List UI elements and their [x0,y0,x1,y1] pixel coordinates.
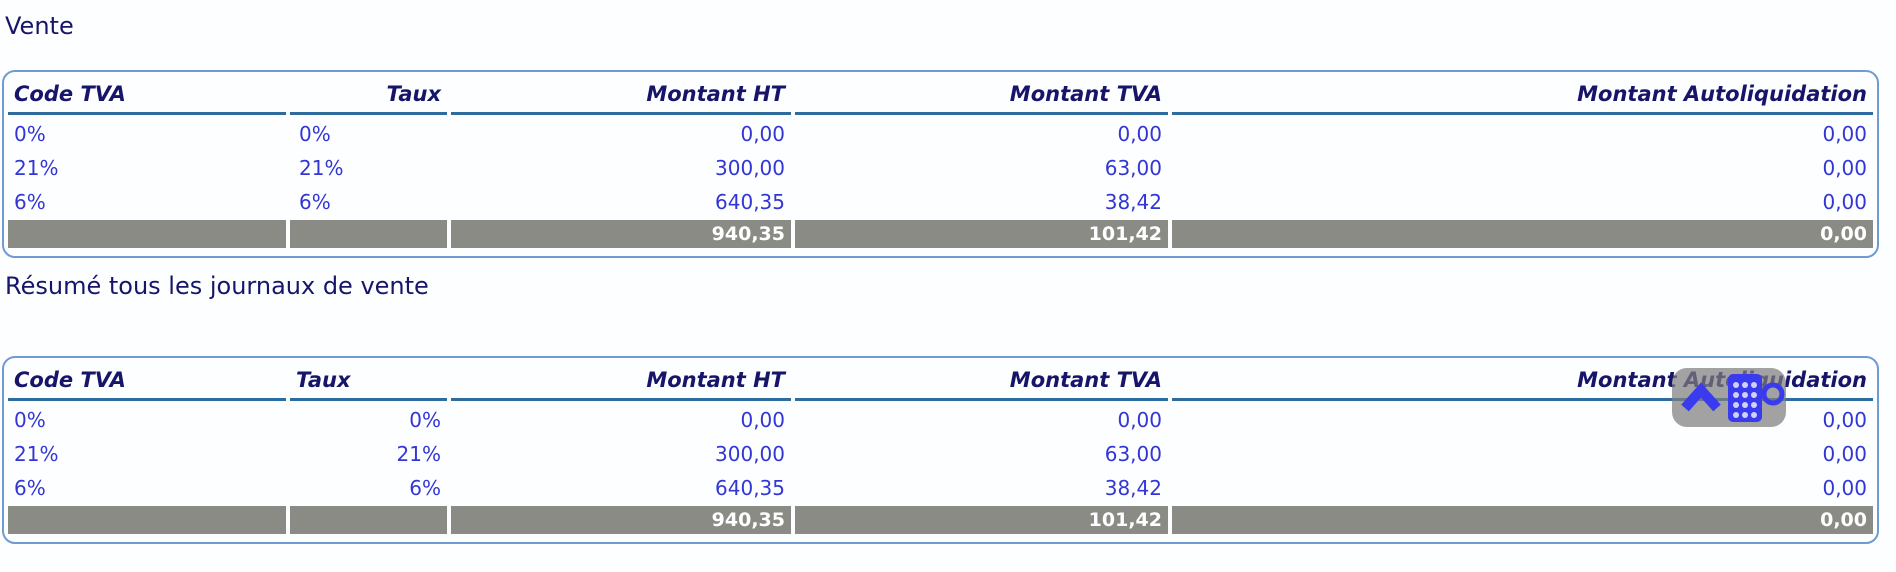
total-empty-cell [290,220,447,248]
resume-table: Code TVA Taux Montant HT Montant TVA Mon… [4,358,1877,537]
total-row: 940,35 101,42 0,00 [8,506,1873,534]
total-montant-ht: 940,35 [451,220,791,248]
total-montant-autoliquidation: 0,00 [1172,506,1873,534]
table-row: 21% 21% 300,00 63,00 0,00 [8,438,1873,469]
column-header-montant-ht: Montant HT [451,75,791,115]
cell-montant-ht: 640,35 [715,475,785,500]
cell-montant-autoliquidation: 0,00 [1822,441,1867,466]
cell-montant-autoliquidation: 0,00 [1822,121,1867,146]
column-header-montant-autoliquidation: Montant Autoliquidation [1172,75,1873,115]
column-header-montant-ht: Montant HT [451,361,791,401]
floating-toolbar[interactable] [1672,368,1786,427]
total-montant-autoliquidation: 0,00 [1172,220,1873,248]
total-empty-cell [290,506,447,534]
total-row: 940,35 101,42 0,00 [8,220,1873,248]
resume-table-frame: Code TVA Taux Montant HT Montant TVA Mon… [2,356,1879,544]
cell-code-tva: 6% [14,189,46,214]
cell-taux: 6% [409,475,441,500]
table-row: 6% 6% 640,35 38,42 0,00 [8,472,1873,503]
cell-montant-tva: 38,42 [1104,475,1162,500]
cell-montant-ht: 300,00 [715,441,785,466]
cell-code-tva: 0% [14,121,46,146]
total-montant-tva: 101,42 [795,506,1168,534]
cell-montant-autoliquidation: 0,00 [1822,407,1867,432]
total-empty-cell [8,220,286,248]
calculator-icon[interactable] [1726,372,1766,424]
section-title-vente: Vente [5,12,74,40]
header-row: Code TVA Taux Montant HT Montant TVA Mon… [8,75,1873,115]
cell-taux: 21% [396,441,441,466]
table-row: 0% 0% 0,00 0,00 0,00 [8,404,1873,435]
total-montant-ht: 940,35 [451,506,791,534]
cell-taux: 0% [299,121,331,146]
cell-taux: 21% [299,155,344,180]
table-row: 0% 0% 0,00 0,00 0,00 [8,118,1873,149]
column-header-code-tva: Code TVA [8,361,286,401]
cell-code-tva: 21% [14,441,59,466]
vente-table: Code TVA Taux Montant HT Montant TVA Mon… [4,72,1877,251]
column-header-montant-tva: Montant TVA [795,361,1168,401]
table-row: 6% 6% 640,35 38,42 0,00 [8,186,1873,217]
chevron-up-icon[interactable] [1678,377,1724,419]
cell-montant-tva: 63,00 [1104,441,1162,466]
cell-montant-ht: 640,35 [715,189,785,214]
cell-montant-autoliquidation: 0,00 [1822,155,1867,180]
total-montant-tva: 101,42 [795,220,1168,248]
column-header-montant-tva: Montant TVA [795,75,1168,115]
cell-code-tva: 0% [14,407,46,432]
vente-table-frame: Code TVA Taux Montant HT Montant TVA Mon… [2,70,1879,258]
cell-montant-ht: 0,00 [740,407,785,432]
cell-montant-ht: 0,00 [740,121,785,146]
cell-montant-ht: 300,00 [715,155,785,180]
cell-taux: 6% [299,189,331,214]
cell-montant-autoliquidation: 0,00 [1822,475,1867,500]
cell-montant-tva: 63,00 [1104,155,1162,180]
cell-montant-tva: 38,42 [1104,189,1162,214]
table-row: 21% 21% 300,00 63,00 0,00 [8,152,1873,183]
column-header-taux: Taux [290,361,447,401]
ring-icon[interactable] [1760,381,1786,407]
column-header-taux: Taux [290,75,447,115]
cell-montant-tva: 0,00 [1117,407,1162,432]
total-empty-cell [8,506,286,534]
cell-taux: 0% [409,407,441,432]
cell-montant-tva: 0,00 [1117,121,1162,146]
section-title-resume-journaux-vente: Résumé tous les journaux de vente [5,272,429,300]
cell-code-tva: 21% [14,155,59,180]
column-header-code-tva: Code TVA [8,75,286,115]
header-row: Code TVA Taux Montant HT Montant TVA Mon… [8,361,1873,401]
cell-code-tva: 6% [14,475,46,500]
cell-montant-autoliquidation: 0,00 [1822,189,1867,214]
